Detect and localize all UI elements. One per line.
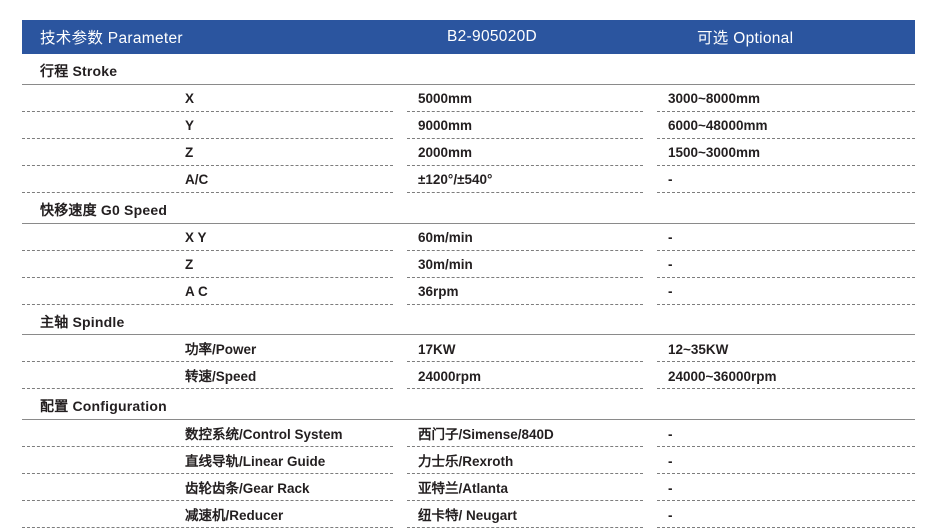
column-gap bbox=[393, 139, 407, 166]
header-cell-model: B2-905020D bbox=[447, 28, 538, 45]
column-gap bbox=[643, 139, 657, 166]
row-optional-cell: 6000~48000mm bbox=[657, 112, 915, 139]
row-value-cell: 2000mm bbox=[407, 139, 643, 166]
row-label-cell: A/C bbox=[22, 166, 393, 193]
column-gap bbox=[393, 224, 407, 251]
row-label-cell: 减速机/Reducer bbox=[22, 501, 393, 528]
column-gap bbox=[393, 362, 407, 389]
row-label-cell: X Y bbox=[22, 224, 393, 251]
row-optional-cell: 24000~36000rpm bbox=[657, 362, 915, 390]
spec-section: 主轴 Spindle 功率/Power 17KW 12~35KW 转速/Speed 240… bbox=[22, 305, 915, 390]
table-row: A/C ±120°/±540° - bbox=[22, 166, 915, 193]
table-row: 数控系统/Control System 西门子/Simense/840D - bbox=[22, 420, 915, 448]
row-optional-cell: - bbox=[657, 447, 915, 475]
row-label-cell: Z bbox=[22, 139, 393, 166]
column-gap bbox=[393, 501, 407, 528]
row-value-cell: 17KW bbox=[407, 335, 643, 363]
row-value-cell: 24000rpm bbox=[407, 362, 643, 390]
column-gap bbox=[643, 335, 657, 362]
spec-section: 配置 Configuration 数控系统/Control System 西门子/S… bbox=[22, 389, 915, 528]
spec-section: 快移速度 G0 Speed X Y 60m/min - Z 30m/min - A C 36rp… bbox=[22, 193, 915, 305]
row-optional-cell: - bbox=[657, 420, 915, 448]
row-label-cell: 直线导轨/Linear Guide bbox=[22, 447, 393, 475]
row-label-cell: A C bbox=[22, 278, 393, 305]
table-row: X Y 60m/min - bbox=[22, 224, 915, 251]
row-value-cell: 30m/min bbox=[407, 251, 643, 278]
table-row: 齿轮齿条/Gear Rack 亚特兰/Atlanta - bbox=[22, 474, 915, 502]
specification-table: 技术参数 Parameter B2-905020D 可选 Optional 行程… bbox=[22, 20, 915, 528]
row-label-cell: 齿轮齿条/Gear Rack bbox=[22, 474, 393, 502]
column-gap bbox=[643, 224, 657, 251]
table-row: 直线导轨/Linear Guide 力士乐/Rexroth - bbox=[22, 447, 915, 475]
section-title: 配置 Configuration bbox=[22, 389, 915, 421]
row-optional-cell: 1500~3000mm bbox=[657, 139, 915, 166]
row-value-cell: 5000mm bbox=[407, 85, 643, 112]
row-optional-cell: - bbox=[657, 278, 915, 305]
table-row: A C 36rpm - bbox=[22, 278, 915, 305]
column-gap bbox=[643, 251, 657, 278]
column-gap bbox=[393, 335, 407, 362]
row-value-cell: 纽卡特/ Neugart bbox=[407, 501, 643, 528]
table-row: 转速/Speed 24000rpm 24000~36000rpm bbox=[22, 362, 915, 390]
column-gap bbox=[643, 85, 657, 112]
row-optional-cell: - bbox=[657, 251, 915, 278]
table-body: 行程 Stroke X 5000mm 3000~8000mm Y 9000mm 6000~4… bbox=[22, 54, 915, 528]
column-gap bbox=[393, 278, 407, 305]
column-gap bbox=[393, 251, 407, 278]
row-value-cell: 力士乐/Rexroth bbox=[407, 447, 643, 475]
column-gap bbox=[393, 112, 407, 139]
row-value-cell: 亚特兰/Atlanta bbox=[407, 474, 643, 502]
row-label-cell: X bbox=[22, 85, 393, 112]
row-value-cell: 36rpm bbox=[407, 278, 643, 305]
row-value-cell: 9000mm bbox=[407, 112, 643, 139]
column-gap bbox=[393, 85, 407, 112]
header-cell-parameter: 技术参数 Parameter bbox=[40, 30, 183, 47]
row-optional-cell: - bbox=[657, 474, 915, 502]
section-title: 行程 Stroke bbox=[22, 54, 915, 85]
table-row: Z 2000mm 1500~3000mm bbox=[22, 139, 915, 166]
row-optional-cell: - bbox=[657, 166, 915, 193]
section-title: 快移速度 G0 Speed bbox=[22, 193, 915, 224]
table-header-row: 技术参数 Parameter B2-905020D 可选 Optional bbox=[22, 20, 915, 54]
column-gap bbox=[393, 474, 407, 501]
row-value-cell: 60m/min bbox=[407, 224, 643, 251]
table-row: Y 9000mm 6000~48000mm bbox=[22, 112, 915, 139]
row-optional-cell: - bbox=[657, 501, 915, 528]
column-gap bbox=[643, 112, 657, 139]
column-gap bbox=[643, 447, 657, 474]
row-optional-cell: 12~35KW bbox=[657, 335, 915, 363]
column-gap bbox=[643, 278, 657, 305]
row-label-cell: Y bbox=[22, 112, 393, 139]
row-label-cell: 转速/Speed bbox=[22, 362, 393, 390]
section-title: 主轴 Spindle bbox=[22, 305, 915, 336]
column-gap bbox=[393, 166, 407, 193]
row-value-cell: 西门子/Simense/840D bbox=[407, 420, 643, 448]
column-gap bbox=[393, 420, 407, 447]
column-gap bbox=[643, 501, 657, 528]
column-gap bbox=[393, 447, 407, 474]
row-label-cell: 功率/Power bbox=[22, 335, 393, 363]
row-label-cell: 数控系统/Control System bbox=[22, 420, 393, 448]
column-gap bbox=[643, 420, 657, 447]
table-row: X 5000mm 3000~8000mm bbox=[22, 85, 915, 112]
column-gap bbox=[643, 166, 657, 193]
table-row: Z 30m/min - bbox=[22, 251, 915, 278]
row-value-cell: ±120°/±540° bbox=[407, 166, 643, 193]
table-row: 功率/Power 17KW 12~35KW bbox=[22, 335, 915, 363]
table-row: 减速机/Reducer 纽卡特/ Neugart - bbox=[22, 501, 915, 528]
column-gap bbox=[643, 362, 657, 389]
row-optional-cell: 3000~8000mm bbox=[657, 85, 915, 112]
spec-section: 行程 Stroke X 5000mm 3000~8000mm Y 9000mm 6000~4… bbox=[22, 54, 915, 193]
row-label-cell: Z bbox=[22, 251, 393, 278]
column-gap bbox=[643, 474, 657, 501]
header-cell-optional: 可选 Optional bbox=[697, 30, 794, 47]
row-optional-cell: - bbox=[657, 224, 915, 251]
